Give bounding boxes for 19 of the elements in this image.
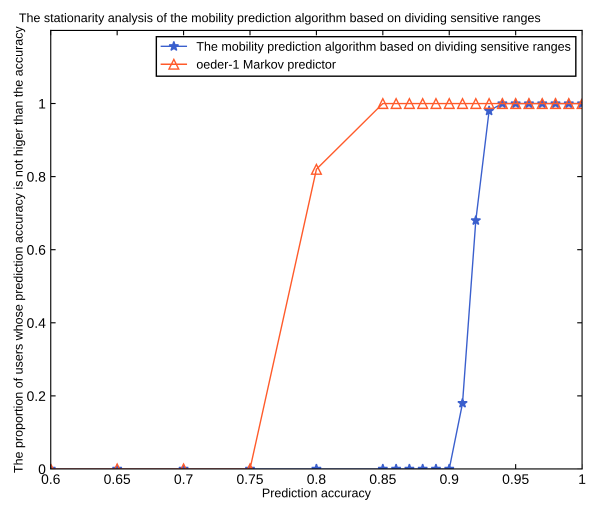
legend-label: oeder-1 Markov predictor (196, 60, 336, 72)
y-tick-label: 1 (39, 98, 46, 109)
x-tick-label: 0.7 (174, 474, 193, 484)
x-tick-label: 1 (579, 474, 586, 484)
y-tick-label: 0.6 (27, 245, 46, 255)
x-tick-label: 0.95 (502, 474, 529, 484)
y-tick-label: 0.4 (27, 318, 46, 328)
y-axis-title: The proportion of users whose prediction accuracy is not higer than the accuracy (14, 26, 26, 473)
x-tick-label: 0.9 (440, 474, 458, 484)
chart-title: The stationarity analysis of the mobility prediction algorithm based on dividing sensitive ranges (19, 13, 540, 25)
x-tick-label: 0.75 (237, 474, 263, 484)
x-tick-label: 0.85 (370, 474, 396, 484)
x-tick-label: 0.8 (307, 474, 326, 484)
y-tick-label: 0.2 (27, 391, 46, 402)
y-tick-label: 0.8 (27, 172, 46, 182)
y-tick-label: 0 (38, 464, 46, 474)
x-axis-title: Prediction accuracy (262, 488, 371, 500)
legend-label: The mobility prediction algorithm based on dividing sensitive ranges (196, 42, 570, 54)
x-tick-label: 0.65 (104, 474, 130, 484)
